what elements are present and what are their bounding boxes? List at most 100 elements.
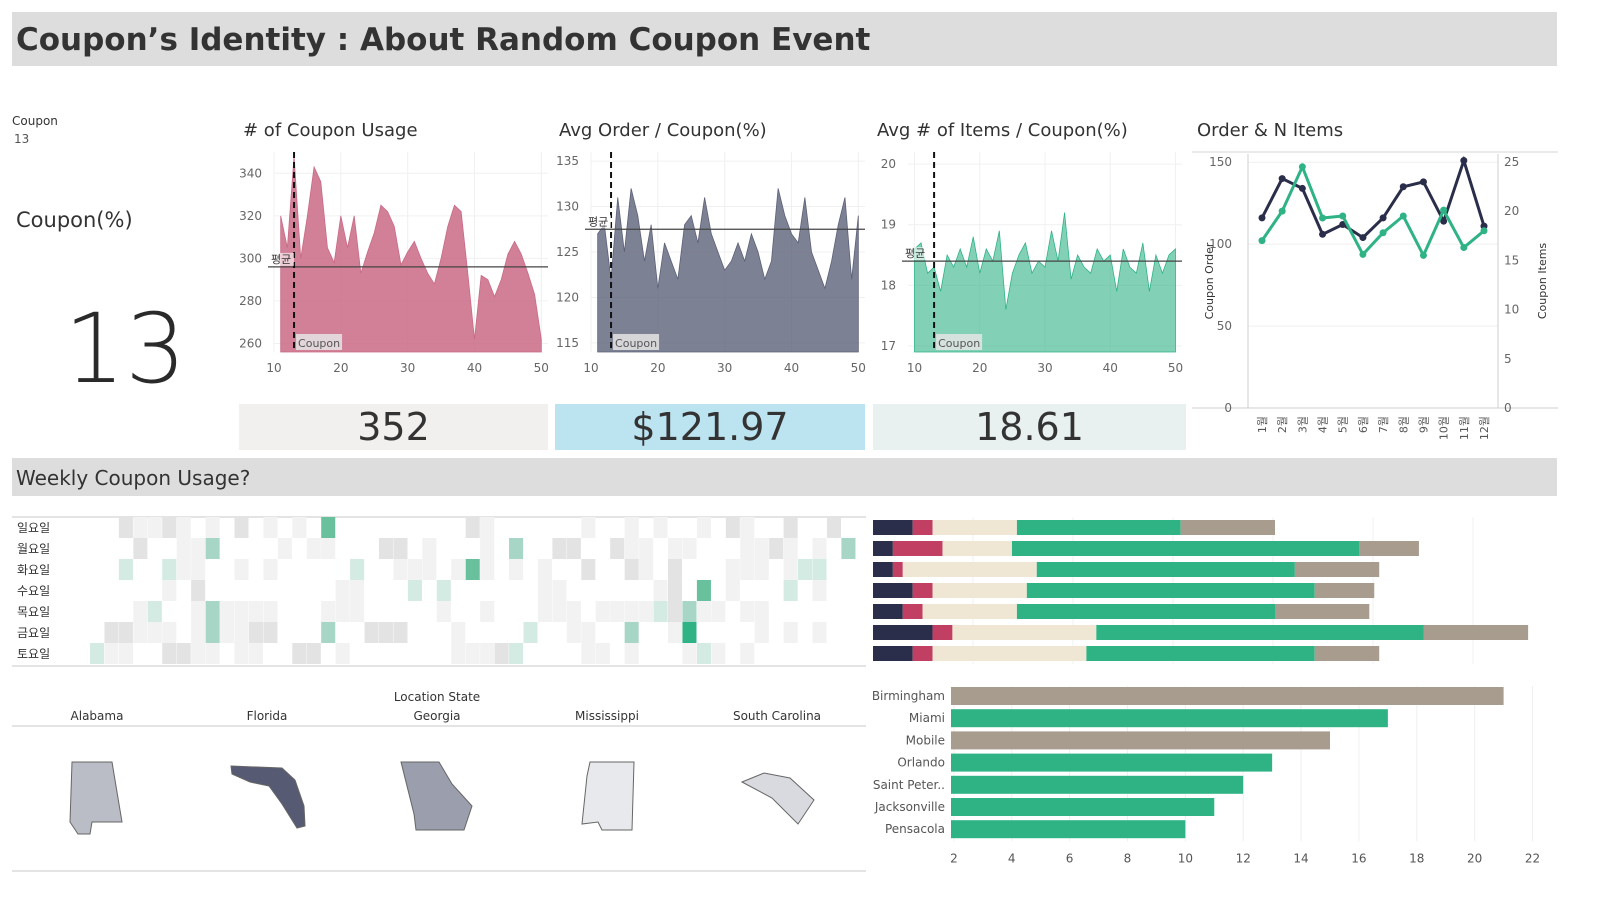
weekday-label: 월요일 [17,542,50,556]
coupon-label: Coupon [615,337,657,350]
heat-cell [841,538,856,559]
heat-cell [205,622,220,643]
stacked-segment [873,562,893,577]
heat-cell [205,601,220,622]
heat-cell [740,601,755,622]
heat-cell [798,559,813,580]
x-tick-label: 30 [717,361,732,375]
heat-cell [118,559,133,580]
state-label: Mississippi [575,709,639,723]
stacked-segment [932,520,1017,535]
heat-cell [523,622,538,643]
coupon-filter-value[interactable]: 13 [14,132,30,146]
heat-cell [263,559,278,580]
stacked-segment [952,625,1097,640]
stacked-segment [902,604,923,619]
heat-cell [552,601,567,622]
heat-cell [696,601,711,622]
heat-cell [234,622,249,643]
heat-cell [610,601,625,622]
stacked-segment [932,646,1087,661]
heat-cell [783,517,798,538]
x-tick-label: 20 [1467,851,1482,865]
items-point [1339,212,1347,220]
page-title-bar: Coupon’s Identity : About Random Coupon … [12,12,1557,66]
x-tick-label: 10 [907,361,922,375]
heat-cell [191,538,206,559]
x-tick-label: 8 [1124,851,1132,865]
weekly-stacked-bars [873,517,1529,664]
heat-cell [191,580,206,601]
weekday-label: 화요일 [17,563,50,577]
weekly-section-title: Weekly Coupon Usage? [16,466,251,490]
heat-cell [624,517,639,538]
stacked-segment [873,625,933,640]
heat-cell [104,643,119,664]
items-point [1258,237,1266,245]
heat-cell [162,643,177,664]
state-label: Florida [247,709,288,723]
usage-area-chart: 평균 Coupon 260 280 300 320 340 10 20 30 40 50 [239,152,549,375]
stacked-segment [873,520,913,535]
order-point [1419,178,1427,186]
x-tick-label: 22 [1525,851,1540,865]
stacked-segment [1016,604,1275,619]
right-tick-label: 15 [1504,253,1519,267]
order-point [1440,217,1448,225]
x-tick-label: 40 [784,361,799,375]
order-point [1298,184,1306,192]
heat-cell [653,517,668,538]
heat-cell [581,643,596,664]
order-point [1460,157,1468,165]
heat-cell [451,643,466,664]
city-bar [951,798,1215,816]
heat-cell [480,601,495,622]
items-point [1298,163,1306,171]
heat-cell [205,643,220,664]
heat-cell [595,643,610,664]
avg-label-bg [270,252,294,266]
city-bar-chart: Birmingham Miami Mobile Orlando Saint Peter.… [872,686,1540,865]
month-label: 11월 [1458,416,1471,440]
left-tick-label: 50 [1217,319,1232,333]
heat-cell [696,580,711,601]
heat-cell [407,580,422,601]
heat-cell [335,601,350,622]
order-area-chart: 평균 Coupon 115 120 125 130 135 10 20 30 40 50 [556,152,866,375]
state-label: South Carolina [733,709,821,723]
items-series-line [1260,162,1485,259]
x-tick-label: 10 [583,361,598,375]
heat-cell [451,622,466,643]
heat-cell [248,643,263,664]
coupon-filter-label: Coupon [12,114,58,128]
param-label: Coupon(%) [16,208,133,232]
heat-cell [509,538,524,559]
y-tick-label: 320 [239,209,262,223]
heat-cell [537,580,552,601]
x-tick-label: 18 [1409,851,1424,865]
x-tick-label: 40 [467,361,482,375]
heat-cell [696,643,711,664]
heat-cell [581,559,596,580]
heat-cell [812,580,827,601]
heat-cell [668,580,683,601]
month-label: 6월 [1357,416,1370,433]
items-point [1399,212,1407,220]
stacked-segment [922,604,1017,619]
heat-cell [205,517,220,538]
heat-cell [321,538,336,559]
right-tick-label: 0 [1504,401,1512,415]
city-label: Birmingham [872,689,945,703]
heat-cell [162,622,177,643]
heat-cell [292,643,307,664]
heat-cell [321,601,336,622]
stacked-segment [1359,541,1419,556]
heat-cell [350,580,365,601]
heat-cell [624,643,639,664]
heat-cell [754,622,769,643]
weekday-label: 목요일 [17,605,50,619]
heat-cell [812,538,827,559]
month-label: 9월 [1417,416,1430,433]
left-tick-label: 0 [1224,401,1232,415]
right-tick-label: 20 [1504,204,1519,218]
